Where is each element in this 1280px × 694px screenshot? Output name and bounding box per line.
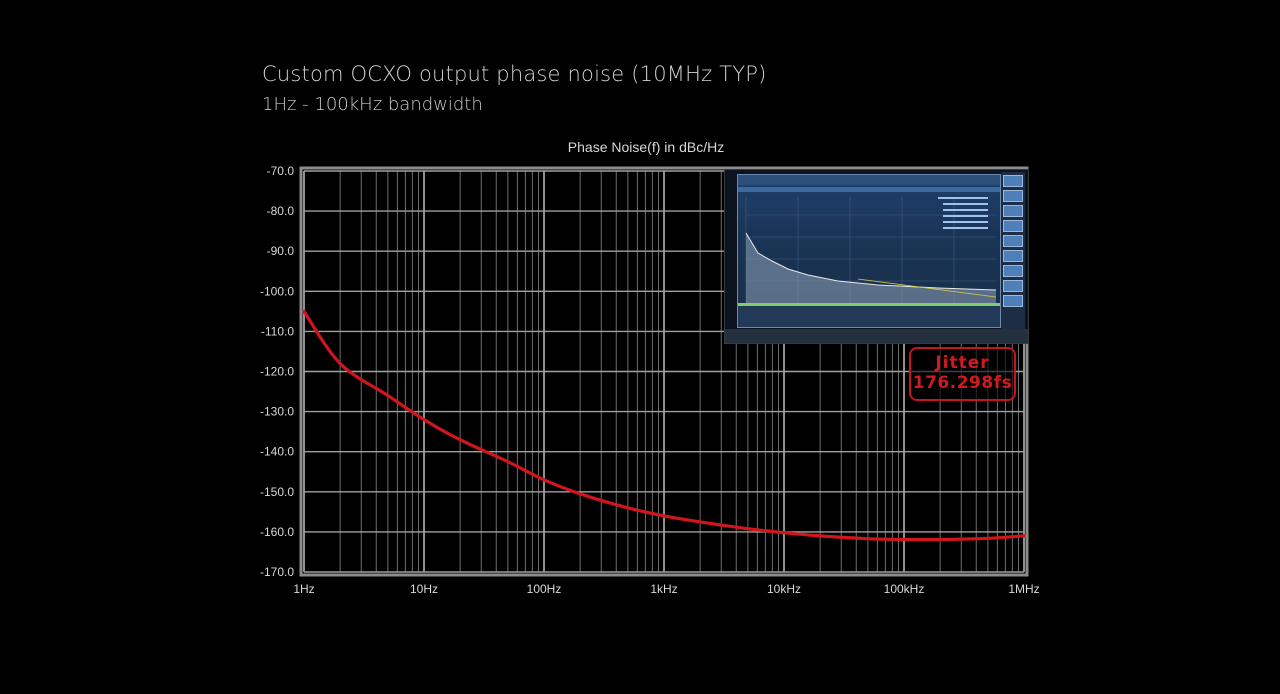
y-tick-label: -120.0	[260, 365, 294, 379]
x-tick-label: 10kHz	[767, 582, 801, 596]
y-tick-label: -100.0	[260, 284, 294, 298]
x-tick-label: 1MHz	[1008, 582, 1039, 596]
page-heading: Custom OCXO output phase noise (10MHz TY…	[262, 62, 767, 115]
jitter-label: Jitter	[935, 353, 990, 373]
x-tick-label: 100Hz	[527, 582, 562, 596]
chart-title: Phase Noise(f) in dBc/Hz	[567, 139, 725, 155]
page-subtitle: 1Hz - 100kHz bandwidth	[262, 94, 483, 115]
x-tick-label: 1kHz	[650, 582, 677, 596]
y-tick-label: -130.0	[260, 405, 294, 419]
y-tick-label: -70.0	[267, 164, 295, 178]
analyzer-bezel	[725, 329, 1028, 343]
x-tick-label: 10Hz	[410, 582, 438, 596]
y-tick-label: -90.0	[267, 244, 295, 258]
x-tick-label: 1Hz	[293, 582, 314, 596]
y-tick-label: -110.0	[261, 324, 294, 338]
y-tick-label: -140.0	[260, 445, 294, 459]
y-tick-label: -160.0	[260, 525, 294, 539]
page-title: Custom OCXO output phase noise (10MHz TY…	[262, 62, 767, 86]
x-tick-label: 100kHz	[884, 582, 925, 596]
y-tick-label: -80.0	[267, 204, 295, 218]
spectrum-analyzer-photo	[724, 169, 1029, 344]
analyzer-softkeys	[1001, 172, 1025, 332]
phase-noise-series-line	[302, 309, 1026, 542]
jitter-value: 176.298fs	[912, 373, 1013, 393]
analyzer-screen	[737, 174, 1001, 328]
y-tick-label: -170.0	[260, 565, 294, 579]
analyzer-trace-icon	[738, 175, 1000, 327]
y-tick-label: -150.0	[260, 485, 294, 499]
jitter-annotation: Jitter 176.298fs	[909, 347, 1016, 401]
